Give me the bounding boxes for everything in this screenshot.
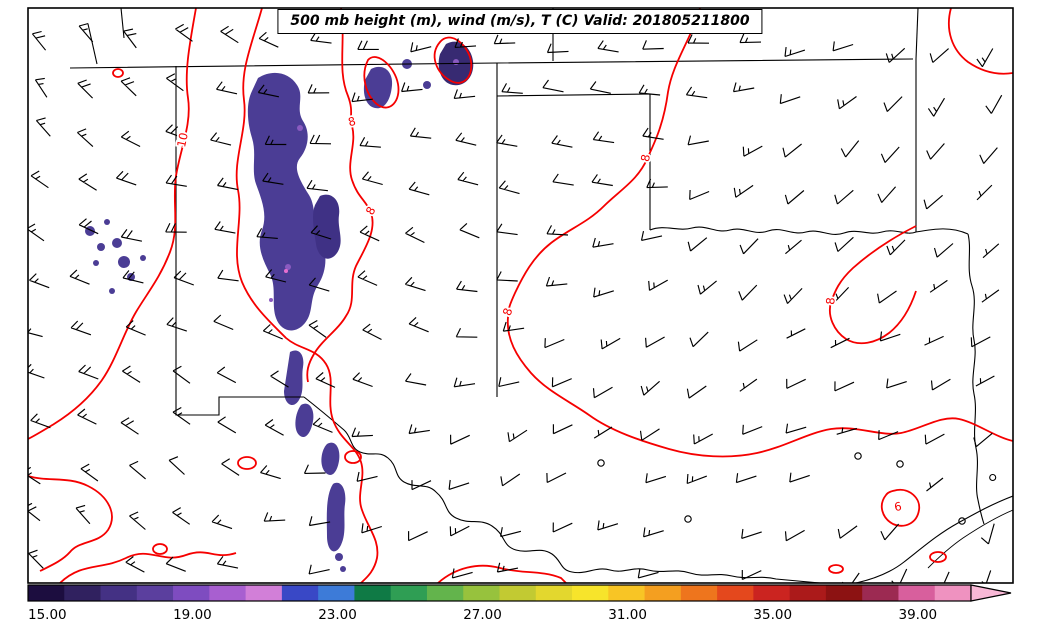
plot-background — [28, 8, 1013, 583]
temp-contour-10 — [28, 8, 197, 440]
gulf-coastline — [855, 495, 1013, 583]
temp-contour-blip — [929, 551, 947, 563]
colorbar-tick-label: 31.00 — [608, 607, 647, 623]
temperature-contours — [28, 8, 1013, 583]
colorbar-tick-label: 27.00 — [463, 607, 502, 623]
contour-label: 8 — [823, 297, 838, 306]
shaded-region — [285, 264, 291, 270]
shaded-region — [313, 194, 341, 259]
temp-contour-bottom-left — [59, 551, 237, 583]
shaded-region — [335, 553, 343, 561]
texas-louisiana-border — [967, 233, 985, 525]
shaded-region — [284, 269, 288, 273]
shaded-region — [247, 72, 326, 331]
contour-label: 10 — [174, 131, 191, 148]
colorbar-tick-label: 35.00 — [753, 607, 792, 623]
colorbar-tick-label: 23.00 — [318, 607, 357, 623]
calm-wind-stations — [597, 452, 997, 525]
temp-contour-8-central — [306, 8, 374, 383]
shaded-region — [297, 125, 303, 131]
red-river-border — [649, 226, 969, 235]
temp-contour-blip — [237, 456, 257, 470]
shaded-region — [97, 243, 105, 251]
shaded-region — [284, 350, 304, 406]
shaded-region — [269, 298, 273, 302]
temp-contour-bottom-left — [28, 475, 113, 572]
shaded-region — [118, 256, 130, 268]
shaded-region — [93, 260, 99, 266]
shaded-region — [423, 81, 431, 89]
state-border-segment — [120, 8, 125, 39]
shaded-region — [326, 482, 346, 552]
colorbar-tick-label: 39.00 — [899, 607, 938, 623]
temp-contour-6-loop — [880, 488, 921, 527]
temp-contour-8-east-sweep — [506, 8, 1013, 458]
temp-contour-loop — [433, 36, 473, 84]
colorbar-arrow-icon — [970, 584, 1012, 602]
colorbar-tick-label: 15.00 — [28, 607, 67, 623]
wind-barbs — [28, 22, 1003, 583]
temp-contour-8-right — [829, 225, 917, 345]
temp-contour-blip — [152, 543, 168, 555]
temp-contour-top-right — [947, 8, 1013, 75]
shaded-region — [140, 255, 146, 261]
shaded-region — [295, 403, 314, 438]
state-borders — [69, 8, 1013, 583]
state-border-segment — [87, 23, 98, 65]
rio-grande-river — [303, 396, 821, 583]
map-title: 500 mb height (m), wind (m/s), T (C) Val… — [290, 13, 750, 29]
shaded-region — [109, 288, 115, 294]
shaded-region — [321, 442, 340, 475]
temp-contour-blip — [344, 450, 362, 464]
colorbar-tick-label: 19.00 — [173, 607, 212, 623]
temp-contour-loop — [363, 56, 400, 109]
temp-contour-blip — [828, 564, 844, 574]
temp-contour-bottom-center — [437, 564, 567, 583]
colorbar: 15.00 19.00 23.00 27.00 31.00 35.00 39.00 — [27, 584, 1012, 623]
barrier-island — [927, 509, 1013, 569]
shaded-region — [112, 238, 122, 248]
title-box: 500 mb height (m), wind (m/s), T (C) Val… — [277, 9, 763, 34]
shaded-region — [340, 566, 346, 572]
new-mexico-west-south-border — [175, 66, 304, 416]
kansas-missouri-border — [915, 8, 919, 60]
plot-border — [27, 7, 1014, 584]
shaded-temperature-regions — [85, 41, 474, 572]
shaded-region — [104, 219, 110, 225]
shaded-region — [453, 59, 459, 65]
temp-contour-blip — [112, 68, 124, 78]
